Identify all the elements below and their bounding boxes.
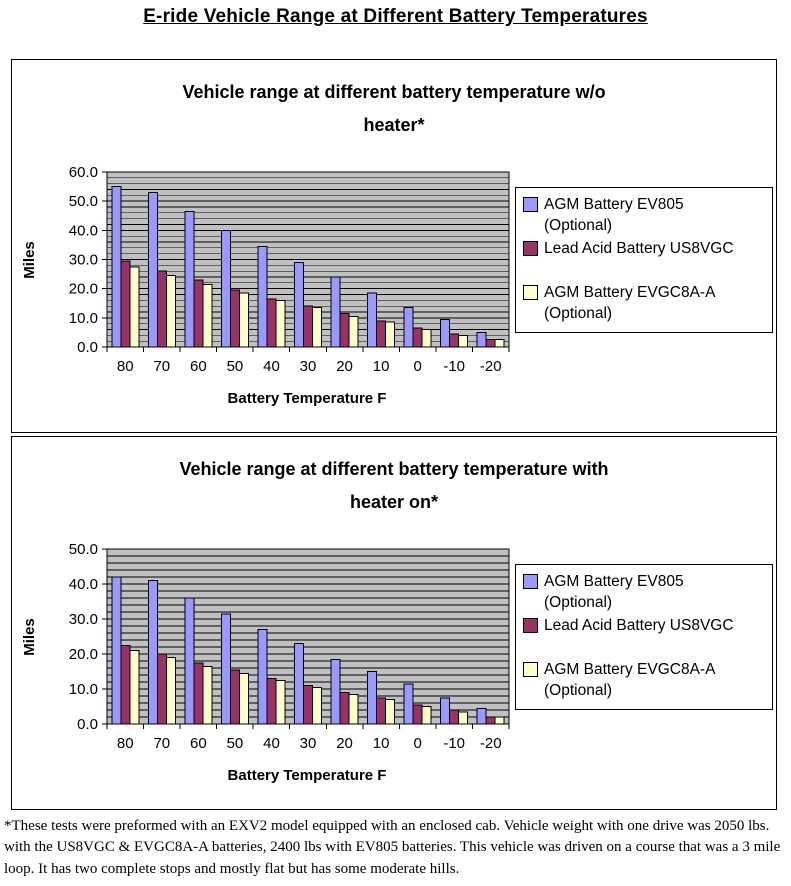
- bar-plot-no-heater: 0.0 10.0 20.0 30.0 40.0 50.0 60.0 80 70 60 50 40 30 2…: [69, 164, 510, 375]
- page-title: E-ride Vehicle Range at Different Batter…: [143, 6, 648, 27]
- legend-label-lead-acid-us8vgc: Lead Acid Battery US8VGC: [544, 240, 734, 257]
- svg-text:50.0: 50.0: [69, 541, 98, 558]
- svg-text:10.0: 10.0: [69, 310, 98, 327]
- chart-box-no-heater: Vehicle range at different battery tempe…: [11, 59, 777, 433]
- svg-text:-10: -10: [443, 735, 465, 752]
- svg-text:60.0: 60.0: [69, 164, 98, 181]
- bar-plot-heater-on: 0.0 10.0 20.0 30.0 40.0 50.0 80 70 60 50 40 30 20 10 0…: [69, 541, 510, 752]
- svg-text:0.0: 0.0: [77, 716, 98, 733]
- legend-swatch-agm-evgc8aa: [523, 662, 538, 677]
- svg-text:10: 10: [373, 735, 390, 752]
- legend-swatch-lead-acid-us8vgc: [523, 618, 538, 633]
- chart-title-line1: Vehicle range at different battery tempe…: [179, 459, 609, 479]
- legend-item-agm-ev805: AGM Battery EV805 (Optional): [523, 571, 766, 615]
- legend-swatch-agm-evgc8aa: [523, 285, 538, 300]
- svg-text:80: 80: [117, 735, 134, 752]
- legend-label-agm-ev805: AGM Battery EV805 (Optional): [544, 196, 684, 234]
- svg-text:20.0: 20.0: [69, 646, 98, 663]
- legend-label-agm-evgc8aa: AGM Battery EVGC8A-A (Optional): [544, 284, 716, 322]
- legend: AGM Battery EV805 (Optional) Lead Acid B…: [515, 187, 773, 333]
- chart-title-heater-on: Vehicle range at different battery tempe…: [134, 453, 654, 519]
- legend-swatch-lead-acid-us8vgc: [523, 241, 538, 256]
- svg-text:40.0: 40.0: [69, 576, 98, 593]
- svg-text:40.0: 40.0: [69, 222, 98, 239]
- x-axis-title-battery-temperature: Battery Temperature F: [227, 767, 387, 784]
- legend-item-agm-evgc8aa: AGM Battery EVGC8A-A (Optional): [523, 282, 766, 326]
- chart-box-heater-on: Vehicle range at different battery tempe…: [11, 436, 777, 810]
- chart-title-no-heater: Vehicle range at different battery tempe…: [134, 76, 654, 142]
- svg-text:70: 70: [153, 358, 170, 375]
- svg-text:20: 20: [336, 735, 353, 752]
- svg-text:50: 50: [227, 735, 244, 752]
- legend-item-lead-acid-us8vgc: Lead Acid Battery US8VGC: [523, 615, 766, 659]
- svg-text:50.0: 50.0: [69, 193, 98, 210]
- svg-text:20.0: 20.0: [69, 281, 98, 298]
- legend-swatch-agm-ev805: [523, 574, 538, 589]
- legend-item-agm-evgc8aa: AGM Battery EVGC8A-A (Optional): [523, 659, 766, 703]
- svg-text:-20: -20: [480, 358, 502, 375]
- svg-text:40: 40: [263, 735, 280, 752]
- svg-text:30: 30: [300, 735, 317, 752]
- legend-label-agm-evgc8aa: AGM Battery EVGC8A-A (Optional): [544, 661, 716, 699]
- svg-text:10.0: 10.0: [69, 681, 98, 698]
- svg-text:0: 0: [413, 735, 421, 752]
- legend-label-lead-acid-us8vgc: Lead Acid Battery US8VGC: [544, 617, 734, 634]
- svg-text:30.0: 30.0: [69, 611, 98, 628]
- legend: AGM Battery EV805 (Optional) Lead Acid B…: [515, 564, 773, 710]
- svg-text:60: 60: [190, 358, 207, 375]
- svg-text:30: 30: [300, 358, 317, 375]
- svg-text:-10: -10: [443, 358, 465, 375]
- svg-text:70: 70: [153, 735, 170, 752]
- svg-text:0.0: 0.0: [77, 339, 98, 356]
- svg-text:20: 20: [336, 358, 353, 375]
- svg-text:-20: -20: [480, 735, 502, 752]
- chart-title-line2: heater*: [363, 115, 425, 135]
- svg-text:0: 0: [413, 358, 421, 375]
- svg-text:50: 50: [227, 358, 244, 375]
- chart-title-line2: heater on*: [349, 492, 439, 512]
- svg-text:30.0: 30.0: [69, 252, 98, 269]
- x-axis-title-battery-temperature: Battery Temperature F: [227, 390, 387, 407]
- legend-label-agm-ev805: AGM Battery EV805 (Optional): [544, 573, 684, 611]
- svg-text:80: 80: [117, 358, 134, 375]
- legend-item-lead-acid-us8vgc: Lead Acid Battery US8VGC: [523, 238, 766, 282]
- legend-swatch-agm-ev805: [523, 197, 538, 212]
- footnote: *These tests were preformed with an EXV2…: [4, 818, 781, 877]
- legend-item-agm-ev805: AGM Battery EV805 (Optional): [523, 194, 766, 238]
- chart-title-line1: Vehicle range at different battery tempe…: [182, 82, 606, 102]
- svg-text:10: 10: [373, 358, 390, 375]
- svg-text:40: 40: [263, 358, 280, 375]
- svg-text:60: 60: [190, 735, 207, 752]
